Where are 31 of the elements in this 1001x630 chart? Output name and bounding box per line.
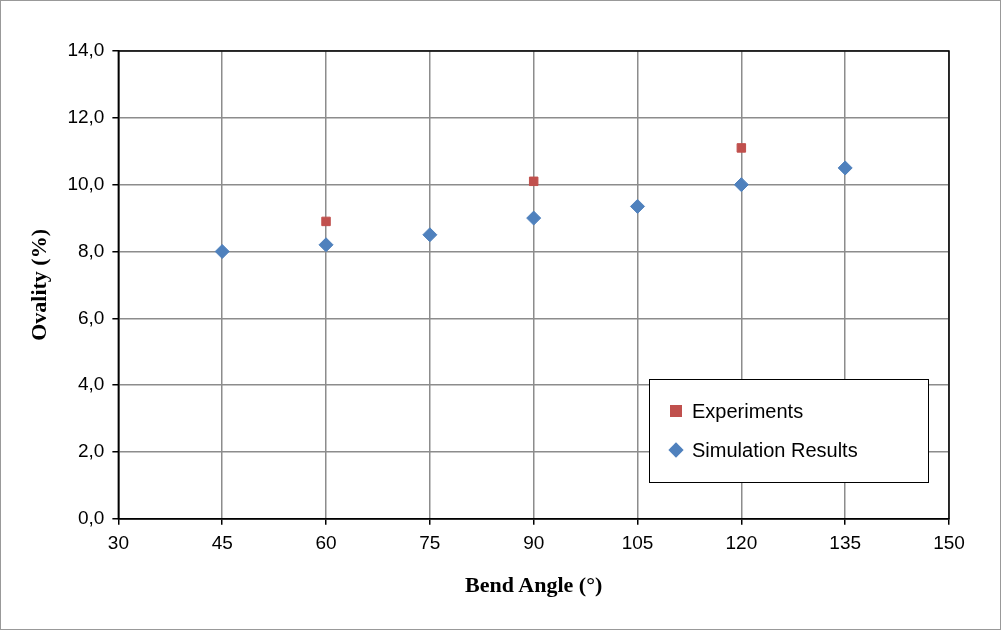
legend-label: Experiments xyxy=(692,399,804,423)
point xyxy=(837,160,853,176)
x-tick-label: 30 xyxy=(107,532,129,554)
x-tick-label: 150 xyxy=(933,532,965,554)
y-tick-label: 4,0 xyxy=(77,373,105,395)
x-tick-label: 90 xyxy=(523,532,545,554)
point xyxy=(214,243,230,259)
point xyxy=(526,210,542,226)
y-axis-title: Ovality (%) xyxy=(25,228,51,341)
x-tick-label: 105 xyxy=(621,532,654,554)
point xyxy=(733,177,749,193)
point xyxy=(736,143,747,153)
x-tick-label: 60 xyxy=(315,532,337,554)
y-tick-label: 6,0 xyxy=(77,306,105,328)
x-tick-label: 75 xyxy=(419,532,441,554)
y-tick-label: 14,0 xyxy=(67,39,105,61)
x-axis-title: Bend Angle (°) xyxy=(465,572,603,598)
point xyxy=(321,216,331,227)
point xyxy=(630,198,646,214)
y-tick-label: 0,0 xyxy=(77,507,105,529)
point xyxy=(422,227,438,243)
y-tick-label: 8,0 xyxy=(77,239,105,261)
y-tick-label: 2,0 xyxy=(77,440,105,462)
point xyxy=(528,176,539,187)
x-tick-label: 120 xyxy=(725,532,758,554)
point xyxy=(318,237,334,253)
legend-label: Simulation Results xyxy=(692,438,858,462)
x-tick-label: 45 xyxy=(211,532,233,554)
y-tick-label: 10,0 xyxy=(67,172,105,194)
x-tick-label: 135 xyxy=(829,532,862,554)
y-tick-label: 12,0 xyxy=(67,106,105,128)
